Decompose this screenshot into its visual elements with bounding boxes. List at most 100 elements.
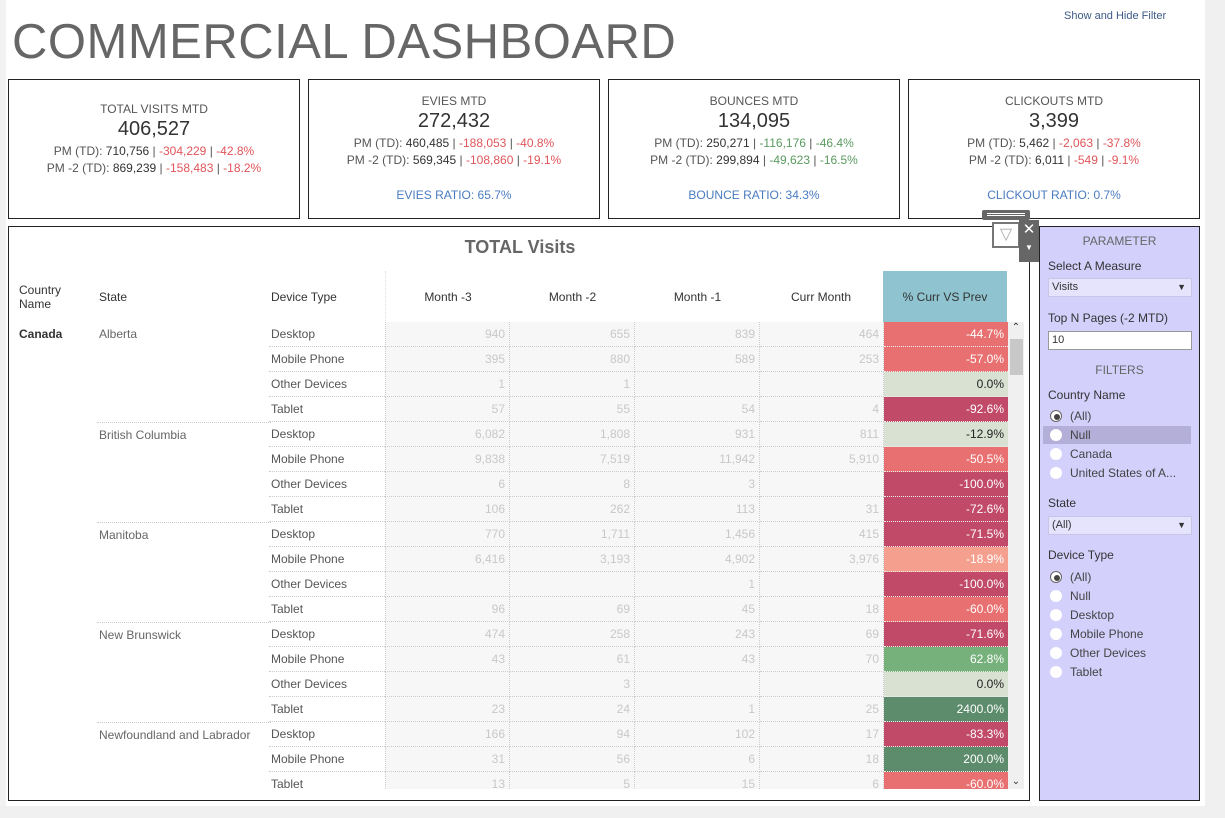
table-row[interactable]: Mobile Phone 31 56 6 18 200.0% [9, 747, 1031, 772]
right-gutter [1205, 0, 1225, 818]
pct-change-cell: -100.0% [884, 572, 1008, 597]
table-title: TOTAL Visits [464, 237, 576, 257]
month-2-cell: 94 [510, 722, 635, 747]
kpi-value: 406,527 [117, 118, 191, 140]
radio-icon[interactable] [1050, 571, 1062, 583]
pm-label: PM (TD): [353, 136, 403, 150]
month-2-cell: 24 [510, 697, 635, 722]
table-row[interactable]: New Brunswick Desktop 474 258 243 69 -71… [9, 622, 1031, 647]
table-row[interactable]: Other Devices 3 0.0% [9, 672, 1031, 697]
table-row[interactable]: Mobile Phone 9,838 7,519 11,942 5,910 -5… [9, 447, 1031, 472]
scroll-down-icon[interactable]: ⌄ [1011, 776, 1021, 787]
device-cell: Tablet [269, 772, 385, 789]
radio-icon[interactable] [1050, 590, 1062, 602]
radio-icon[interactable] [1050, 666, 1062, 678]
table-row[interactable]: Mobile Phone 6,416 3,193 4,902 3,976 -18… [9, 547, 1031, 572]
radio-option[interactable]: Null [1048, 587, 1196, 605]
month-2-cell: 262 [510, 497, 635, 522]
header-month-3[interactable]: Month -3 [385, 271, 510, 323]
table-row[interactable]: Manitoba Desktop 770 1,711 1,456 415 -71… [9, 522, 1031, 547]
drag-handle-icon[interactable] [982, 210, 1030, 220]
table-row[interactable]: Other Devices 1 1 0.0% [9, 372, 1031, 397]
device-cell: Desktop [269, 422, 385, 447]
table-row[interactable]: Tablet 106 262 113 31 -72.6% [9, 497, 1031, 522]
measure-select[interactable]: Visits ▼ [1048, 278, 1192, 297]
kpi-label: TOTAL VISITS MTD [100, 102, 208, 116]
kpi-value: 134,095 [717, 110, 791, 132]
radio-icon[interactable] [1050, 628, 1062, 640]
pm2-diff: -49,623 [769, 153, 811, 167]
table-row[interactable]: Other Devices 1 -100.0% [9, 572, 1031, 597]
pct-change-cell: -71.5% [884, 522, 1008, 547]
month-1-cell: 113 [635, 497, 760, 522]
pm2-value: 299,894 [716, 153, 760, 167]
curr-month-cell: 70 [760, 647, 884, 672]
pct-change-cell: 62.8% [884, 647, 1008, 672]
state-cell: British Columbia [97, 422, 271, 447]
header-pct-curr-vs-prev[interactable]: % Curr VS Prev [883, 271, 1007, 323]
state-cell [97, 647, 271, 672]
radio-icon[interactable] [1050, 448, 1062, 460]
state-select[interactable]: (All) ▼ [1048, 516, 1192, 535]
header-country-name[interactable]: Country Name [19, 283, 62, 311]
radio-option[interactable]: (All) [1048, 568, 1196, 586]
scrollbar-thumb[interactable] [1010, 339, 1023, 375]
more-options-icon[interactable]: ▼ [1025, 243, 1033, 252]
table-row[interactable]: Tablet 96 69 45 18 -60.0% [9, 597, 1031, 622]
month-1-cell [635, 372, 760, 397]
scroll-up-icon[interactable]: ⌃ [1011, 322, 1021, 333]
curr-month-cell [760, 672, 884, 697]
header-device-type[interactable]: Device Type [271, 290, 337, 304]
filter-funnel-icon[interactable]: ▽ [992, 222, 1020, 248]
month-3-cell [385, 572, 510, 597]
vertical-scrollbar[interactable]: ⌃ ⌄ [1008, 322, 1024, 789]
table-row[interactable]: Tablet 23 24 1 25 2400.0% [9, 697, 1031, 722]
radio-option[interactable]: United States of A... [1048, 464, 1196, 482]
radio-icon[interactable] [1050, 429, 1062, 441]
table-row[interactable]: British Columbia Desktop 6,082 1,808 931… [9, 422, 1031, 447]
header-month-2[interactable]: Month -2 [548, 290, 597, 304]
header-state[interactable]: State [99, 290, 128, 304]
radio-option[interactable]: (All) [1048, 407, 1196, 425]
radio-option[interactable]: Other Devices [1048, 644, 1196, 662]
radio-option[interactable]: Null [1043, 426, 1191, 444]
state-cell [97, 547, 271, 572]
country-cell [19, 722, 99, 747]
header-curr-month[interactable]: Curr Month [790, 290, 852, 304]
table-row[interactable]: Newfoundland and Labrador Desktop 166 94… [9, 722, 1031, 747]
month-3-cell: 13 [385, 772, 510, 789]
dropdown-arrow-icon: ▼ [1177, 282, 1186, 292]
radio-icon[interactable] [1050, 609, 1062, 621]
kpi-ratio: EVIES RATIO: 65.7% [396, 188, 512, 202]
month-3-cell: 6,082 [385, 422, 510, 447]
curr-month-cell: 6 [760, 772, 884, 789]
table-row[interactable]: Canada Alberta Desktop 940 655 839 464 -… [9, 322, 1031, 347]
radio-icon[interactable] [1050, 410, 1062, 422]
show-hide-filter-button[interactable]: Show and Hide Filter [1064, 10, 1167, 22]
table-row[interactable]: Tablet 13 5 15 6 -60.0% [9, 772, 1031, 789]
radio-option[interactable]: Desktop [1048, 606, 1196, 624]
table-row[interactable]: Tablet 57 55 54 4 -92.6% [9, 397, 1031, 422]
state-cell [97, 697, 271, 722]
table-row[interactable]: Mobile Phone 395 880 589 253 -57.0% [9, 347, 1031, 372]
left-gutter [0, 0, 6, 818]
kpi-ratio: BOUNCE RATIO: 34.3% [688, 188, 820, 202]
radio-option[interactable]: Canada [1048, 445, 1196, 463]
curr-month-cell: 4 [760, 397, 884, 422]
month-3-cell: 9,838 [385, 447, 510, 472]
pm2-label: PM -2 (TD): [346, 153, 410, 167]
topn-input[interactable]: 10 [1048, 331, 1192, 350]
pm-diff: -188,053 [458, 136, 507, 150]
table-row[interactable]: Other Devices 6 8 3 -100.0% [9, 472, 1031, 497]
close-icon[interactable]: ✕ ▼ [1019, 220, 1039, 262]
radio-option[interactable]: Tablet [1048, 663, 1196, 681]
radio-icon[interactable] [1050, 647, 1062, 659]
header-month-1[interactable]: Month -1 [673, 290, 722, 304]
radio-label: Mobile Phone [1070, 627, 1144, 641]
month-1-cell: 15 [635, 772, 760, 789]
radio-option[interactable]: Mobile Phone [1048, 625, 1196, 643]
table-row[interactable]: Mobile Phone 43 61 43 70 62.8% [9, 647, 1031, 672]
country-cell [19, 747, 99, 772]
radio-icon[interactable] [1050, 467, 1062, 479]
pct-change-cell: -72.6% [884, 497, 1008, 522]
